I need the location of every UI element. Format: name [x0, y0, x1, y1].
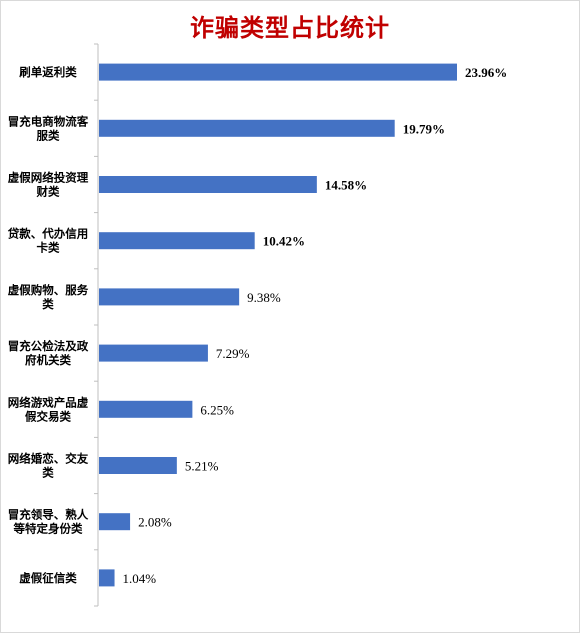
- bar-2: [99, 119, 395, 137]
- category-label: 虚假网络投资理财类: [8, 171, 89, 199]
- bar-5: [99, 288, 240, 306]
- category-label: 刷单返利类: [19, 65, 77, 79]
- category-label: 网络婚恋、交友类: [8, 452, 89, 480]
- bar-1: [99, 63, 457, 81]
- category-label: 虚假购物、服务类: [8, 283, 89, 311]
- bar-6: [99, 344, 208, 362]
- bar-3: [99, 176, 317, 193]
- category-label: 冒充电商物流客服类: [8, 114, 89, 142]
- value-label: 10.42%: [263, 234, 305, 249]
- value-label: 7.29%: [216, 346, 250, 361]
- category-label: 网络游戏产品虚假交易类: [8, 395, 89, 423]
- bar-8: [99, 457, 177, 474]
- bar-9: [99, 513, 131, 531]
- value-label: 1.04%: [123, 571, 157, 586]
- bar-4: [99, 232, 255, 250]
- value-label: 5.21%: [185, 459, 219, 474]
- chart-title: 诈骗类型占比统计: [190, 13, 390, 42]
- value-label: 23.96%: [465, 65, 507, 80]
- value-label: 9.38%: [247, 290, 281, 305]
- value-label: 6.25%: [200, 402, 234, 417]
- category-label: 虚假征信类: [19, 571, 77, 585]
- value-label: 2.08%: [138, 515, 172, 530]
- value-label: 19.79%: [403, 121, 445, 136]
- category-label: 冒充公检法及政府机关类: [8, 339, 89, 367]
- category-label: 冒充领导、熟人等特定身份类: [8, 508, 89, 536]
- category-label: 贷款、代办信用卡类: [8, 227, 89, 255]
- bar-7: [99, 400, 193, 418]
- value-label: 14.58%: [325, 178, 367, 193]
- bar-10: [99, 569, 115, 587]
